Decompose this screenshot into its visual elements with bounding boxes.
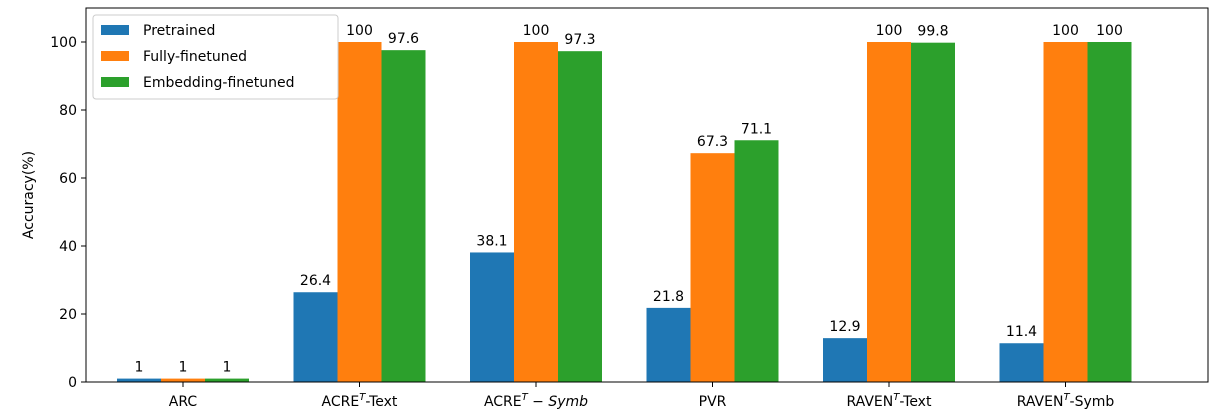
bar-fully-finetuned-2 <box>514 42 558 382</box>
bar-pretrained-4 <box>823 338 867 382</box>
x-axis: ARC ACRET-Text ACRET − Symb PVR RAVENT-Text R… <box>169 382 1115 410</box>
data-labels-layer: 1 26.4 38.1 21.8 12.9 11.4 1 100 100 67.3 100 100 1 9… <box>135 23 1123 376</box>
legend-swatch-1 <box>101 51 129 61</box>
bar-fully-finetuned-5 <box>1043 42 1088 382</box>
data-label-embedding-finetuned-0: 1 <box>223 360 232 376</box>
bar-pretrained-5 <box>999 343 1044 382</box>
bar-pretrained-2 <box>470 252 514 382</box>
legend-label-1: Fully-finetuned <box>143 49 247 65</box>
bar-fully-finetuned-4 <box>867 42 911 382</box>
x-tick-label-base: ACRE <box>484 394 522 410</box>
x-tick-label-suffix: -Symb <box>1070 394 1115 410</box>
bar-embedding-finetuned-0 <box>205 378 249 382</box>
data-label-fully-finetuned-0: 1 <box>179 360 188 376</box>
x-tick-label-2: ACRET − Symb <box>484 392 588 410</box>
plot-frame <box>85 7 1209 383</box>
data-label-fully-finetuned-1: 100 <box>346 23 373 39</box>
x-tick-label-superscript: T <box>359 392 366 403</box>
x-tick-label-base: ACRE <box>322 394 360 410</box>
bar-pretrained-3 <box>646 307 691 382</box>
x-tick-label-1: ACRET-Text <box>322 392 398 410</box>
y-axis: 0 20 40 60 80 100 <box>50 35 86 391</box>
x-tick-label-base: PVR <box>699 394 727 410</box>
y-axis-title: Accuracy(%) <box>21 151 37 239</box>
y-tick-label-3: 60 <box>59 171 77 187</box>
legend-swatch-2 <box>101 77 129 87</box>
data-label-fully-finetuned-2: 100 <box>523 23 550 39</box>
x-tick-label-base: ARC <box>169 394 198 410</box>
x-tick-label-4: RAVENT-Text <box>847 392 932 410</box>
bar-embedding-finetuned-4 <box>911 42 955 383</box>
bar-embedding-finetuned-3 <box>734 140 779 382</box>
bar-pretrained-1 <box>293 292 338 382</box>
data-label-fully-finetuned-3: 67.3 <box>697 134 728 150</box>
bar-fully-finetuned-0 <box>161 378 205 382</box>
legend-label-0: Pretrained <box>143 23 215 39</box>
x-tick-label-3: PVR <box>699 394 727 410</box>
bars-layer <box>117 42 1132 383</box>
data-label-pretrained-1: 26.4 <box>300 273 331 289</box>
x-tick-label-suffix: -Text <box>899 394 932 410</box>
legend-swatch-0 <box>101 25 129 35</box>
x-tick-label-base: RAVEN <box>847 394 894 410</box>
legend: Pretrained Fully-finetuned Embedding-finet… <box>92 14 339 100</box>
x-tick-label-superscript: T <box>1063 392 1070 403</box>
x-tick-label-suffix: -Text <box>365 394 398 410</box>
data-label-embedding-finetuned-3: 71.1 <box>741 121 772 137</box>
y-tick-label-4: 80 <box>59 103 77 119</box>
x-tick-label-superscript: T <box>522 392 529 403</box>
y-tick-label-2: 40 <box>59 239 77 255</box>
data-label-pretrained-4: 12.9 <box>829 319 860 335</box>
bar-fully-finetuned-3 <box>690 153 735 382</box>
bar-embedding-finetuned-1 <box>381 50 426 382</box>
data-label-fully-finetuned-5: 100 <box>1052 23 1079 39</box>
data-label-pretrained-2: 38.1 <box>476 233 507 249</box>
data-label-fully-finetuned-4: 100 <box>876 23 903 39</box>
data-label-pretrained-5: 11.4 <box>1006 324 1037 340</box>
data-label-embedding-finetuned-5: 100 <box>1096 23 1123 39</box>
data-label-pretrained-3: 21.8 <box>653 289 684 305</box>
x-tick-label-base: RAVEN <box>1017 394 1064 410</box>
bar-fully-finetuned-1 <box>337 42 382 382</box>
data-label-pretrained-0: 1 <box>135 360 144 376</box>
bar-embedding-finetuned-2 <box>558 51 602 383</box>
legend-box <box>92 14 339 100</box>
x-tick-label-0: ARC <box>169 394 198 410</box>
bar-pretrained-0 <box>117 378 161 382</box>
data-label-embedding-finetuned-4: 99.8 <box>917 24 948 40</box>
x-tick-label-5: RAVENT-Symb <box>1017 392 1115 410</box>
data-label-embedding-finetuned-2: 97.3 <box>564 32 595 48</box>
y-tick-label-5: 100 <box>50 35 77 51</box>
legend-label-2: Embedding-finetuned <box>143 75 295 91</box>
data-label-embedding-finetuned-1: 97.6 <box>388 31 419 47</box>
bar-embedding-finetuned-5 <box>1087 42 1132 382</box>
y-tick-label-0: 0 <box>68 375 77 391</box>
x-tick-label-suffix: − Symb <box>528 394 588 410</box>
x-tick-label-superscript: T <box>893 392 900 403</box>
y-tick-label-1: 20 <box>59 307 77 323</box>
